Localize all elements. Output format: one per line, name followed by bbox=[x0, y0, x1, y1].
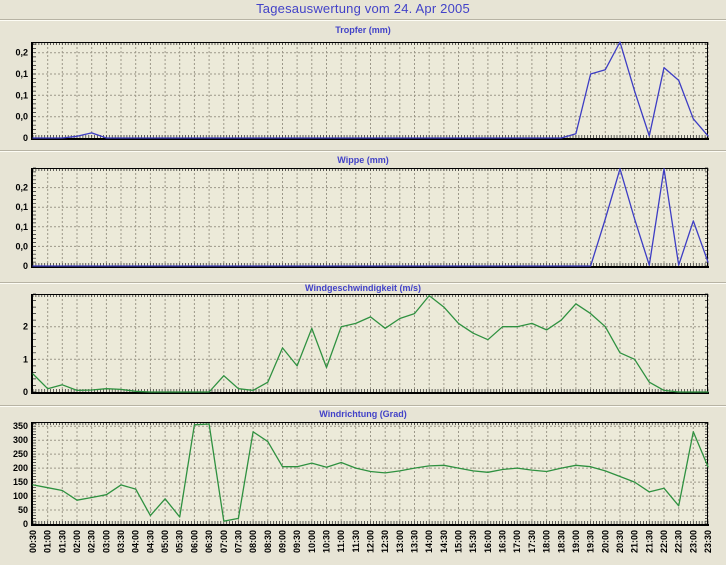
svg-text:13:30: 13:30 bbox=[410, 530, 420, 553]
svg-text:0: 0 bbox=[23, 261, 28, 271]
svg-text:03:00: 03:00 bbox=[101, 530, 111, 553]
svg-text:14:00: 14:00 bbox=[424, 530, 434, 553]
chart-band-wippe: Wippe (mm) 0 0,0 0,1 0,1 0,2 bbox=[0, 150, 726, 282]
svg-text:07:30: 07:30 bbox=[233, 530, 243, 553]
chart-band-windrichtung: Windrichtung (Grad) 0 50 100 150 200 250 300 35… bbox=[0, 405, 726, 564]
svg-text:0,2: 0,2 bbox=[15, 183, 28, 193]
windgeschwindigkeit-plot: 0 1 2 bbox=[23, 293, 709, 397]
svg-text:02:30: 02:30 bbox=[87, 530, 97, 553]
svg-text:00:30: 00:30 bbox=[28, 530, 38, 553]
chart-title-wippe: Wippe (mm) bbox=[337, 155, 389, 165]
svg-text:10:00: 10:00 bbox=[307, 530, 317, 553]
svg-text:14:30: 14:30 bbox=[439, 530, 449, 553]
svg-text:0,1: 0,1 bbox=[15, 69, 28, 79]
svg-text:17:00: 17:00 bbox=[512, 530, 522, 553]
svg-text:06:00: 06:00 bbox=[189, 530, 199, 553]
svg-text:0,1: 0,1 bbox=[15, 222, 28, 232]
svg-text:10:30: 10:30 bbox=[322, 530, 332, 553]
svg-text:12:00: 12:00 bbox=[366, 530, 376, 553]
svg-text:05:30: 05:30 bbox=[175, 530, 185, 553]
svg-text:09:30: 09:30 bbox=[292, 530, 302, 553]
svg-text:18:30: 18:30 bbox=[556, 530, 566, 553]
title-band: Tagesauswertung vom 24. Apr 2005 bbox=[0, 0, 726, 19]
svg-text:20:00: 20:00 bbox=[600, 530, 610, 553]
svg-text:250: 250 bbox=[13, 449, 28, 459]
svg-text:0: 0 bbox=[23, 133, 28, 143]
svg-text:1: 1 bbox=[23, 354, 28, 364]
svg-text:15:00: 15:00 bbox=[454, 530, 464, 553]
svg-text:19:30: 19:30 bbox=[586, 530, 596, 553]
page-title: Tagesauswertung vom 24. Apr 2005 bbox=[256, 1, 470, 16]
svg-text:22:30: 22:30 bbox=[674, 530, 684, 553]
svg-text:22:00: 22:00 bbox=[659, 530, 669, 553]
svg-text:21:30: 21:30 bbox=[644, 530, 654, 553]
svg-text:2: 2 bbox=[23, 322, 28, 332]
svg-text:08:00: 08:00 bbox=[248, 530, 258, 553]
svg-text:100: 100 bbox=[13, 491, 28, 501]
svg-text:21:00: 21:00 bbox=[630, 530, 640, 553]
svg-text:16:00: 16:00 bbox=[483, 530, 493, 553]
svg-text:50: 50 bbox=[18, 505, 28, 515]
svg-text:0,1: 0,1 bbox=[15, 202, 28, 212]
svg-text:0,0: 0,0 bbox=[15, 112, 28, 122]
svg-text:17:30: 17:30 bbox=[527, 530, 537, 553]
chart-title-tropfer: Tropfer (mm) bbox=[335, 25, 391, 35]
windrichtung-plot: 0 50 100 150 200 250 300 350 00:30 01:00 01:30 02:0… bbox=[13, 421, 713, 553]
svg-text:01:00: 01:00 bbox=[43, 530, 53, 553]
tropfer-plot: 0 0,0 0,1 0,1 0,2 bbox=[15, 41, 709, 143]
svg-text:23:00: 23:00 bbox=[688, 530, 698, 553]
chart-title-windgeschwindigkeit: Windgeschwindigkeit (m/s) bbox=[305, 283, 421, 293]
chart-band-windgeschwindigkeit: Windgeschwindigkeit (m/s) 0 1 2 bbox=[0, 282, 726, 405]
svg-text:13:00: 13:00 bbox=[395, 530, 405, 553]
svg-text:08:30: 08:30 bbox=[263, 530, 273, 553]
svg-text:0,2: 0,2 bbox=[15, 48, 28, 58]
svg-text:19:00: 19:00 bbox=[571, 530, 581, 553]
svg-text:12:30: 12:30 bbox=[380, 530, 390, 553]
svg-text:03:30: 03:30 bbox=[116, 530, 126, 553]
svg-text:23:30: 23:30 bbox=[703, 530, 713, 553]
svg-text:200: 200 bbox=[13, 463, 28, 473]
svg-text:0,0: 0,0 bbox=[15, 241, 28, 251]
svg-text:09:00: 09:00 bbox=[278, 530, 288, 553]
svg-text:01:30: 01:30 bbox=[57, 530, 67, 553]
svg-text:06:30: 06:30 bbox=[204, 530, 214, 553]
chart-title-windrichtung: Windrichtung (Grad) bbox=[319, 409, 407, 419]
svg-text:0: 0 bbox=[23, 519, 28, 529]
svg-text:11:30: 11:30 bbox=[351, 530, 361, 553]
svg-text:16:30: 16:30 bbox=[498, 530, 508, 553]
svg-text:11:00: 11:00 bbox=[336, 530, 346, 553]
chart-band-tropfer: Tropfer (mm) 0 0,0 0,1 0,1 0,2 bbox=[0, 19, 726, 150]
svg-text:0: 0 bbox=[23, 387, 28, 397]
svg-text:300: 300 bbox=[13, 435, 28, 445]
wippe-plot: 0 0,0 0,1 0,1 0,2 bbox=[15, 167, 709, 271]
svg-text:04:00: 04:00 bbox=[131, 530, 141, 553]
svg-text:15:30: 15:30 bbox=[468, 530, 478, 553]
svg-text:07:00: 07:00 bbox=[219, 530, 229, 553]
svg-text:02:00: 02:00 bbox=[72, 530, 82, 553]
svg-text:150: 150 bbox=[13, 477, 28, 487]
svg-text:0,1: 0,1 bbox=[15, 90, 28, 100]
svg-text:04:30: 04:30 bbox=[145, 530, 155, 553]
svg-text:350: 350 bbox=[13, 421, 28, 431]
svg-text:20:30: 20:30 bbox=[615, 530, 625, 553]
svg-text:05:00: 05:00 bbox=[160, 530, 170, 553]
svg-text:18:00: 18:00 bbox=[542, 530, 552, 553]
